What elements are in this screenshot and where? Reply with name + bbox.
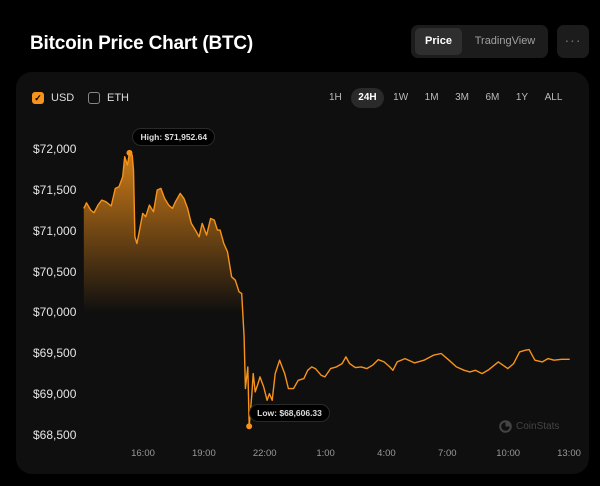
x-tick-label: 19:00	[191, 448, 216, 459]
eth-checkbox[interactable]: ETH	[88, 91, 129, 105]
view-toggle: Price TradingView	[411, 25, 548, 58]
x-tick-label: 1:00	[316, 448, 335, 459]
y-tick-label: $69,000	[33, 387, 77, 402]
page-title: Bitcoin Price Chart (BTC)	[30, 33, 254, 54]
range-1w[interactable]: 1W	[393, 92, 409, 103]
eth-label: ETH	[107, 92, 129, 104]
low-price-tooltip: Low: $68,606.33	[249, 404, 330, 423]
high-price-tooltip: High: $71,952.64	[132, 127, 216, 146]
range-all[interactable]: ALL	[544, 92, 563, 103]
x-tick-label: 13:00	[557, 448, 581, 459]
usd-checkbox[interactable]: ✓ USD	[32, 91, 74, 105]
y-tick-label: $71,500	[33, 182, 77, 197]
high-point-marker	[126, 149, 133, 156]
checkbox-empty-icon	[88, 92, 100, 104]
range-1m[interactable]: 1M	[424, 92, 439, 103]
price-line	[83, 152, 570, 427]
x-tick-label: 10:00	[496, 448, 521, 459]
range-3m[interactable]: 3M	[455, 92, 469, 103]
x-tick-label: 7:00	[438, 448, 457, 459]
price-tab[interactable]: Price	[415, 28, 462, 55]
x-tick-label: 4:00	[377, 448, 396, 459]
range-1y[interactable]: 1Y	[515, 92, 529, 103]
range-24h[interactable]: 24H	[351, 88, 384, 108]
coinstats-watermark: CoinStats	[499, 420, 559, 433]
x-tick-label: 22:00	[252, 448, 277, 459]
x-tick-label: 16:00	[131, 448, 155, 459]
y-tick-label: $68,500	[33, 428, 77, 442]
y-tick-label: $72,000	[33, 142, 77, 156]
checkmark-icon: ✓	[32, 92, 44, 104]
y-tick-label: $70,000	[33, 305, 77, 320]
price-area-fill	[83, 152, 570, 445]
more-options-button[interactable]: ···	[557, 25, 589, 58]
tradingview-tab[interactable]: TradingView	[474, 35, 536, 47]
y-tick-label: $69,500	[33, 346, 77, 361]
y-tick-label: $71,000	[33, 223, 77, 238]
time-range-selector: 1H 24H 1W 1M 3M 6M 1Y ALL	[322, 88, 572, 108]
usd-label: USD	[51, 92, 75, 104]
range-1h[interactable]: 1H	[329, 92, 342, 103]
range-6m[interactable]: 6M	[485, 92, 500, 103]
coinstats-logo-icon	[499, 420, 512, 433]
low-point-marker	[246, 423, 253, 430]
y-tick-label: $70,500	[33, 264, 77, 279]
